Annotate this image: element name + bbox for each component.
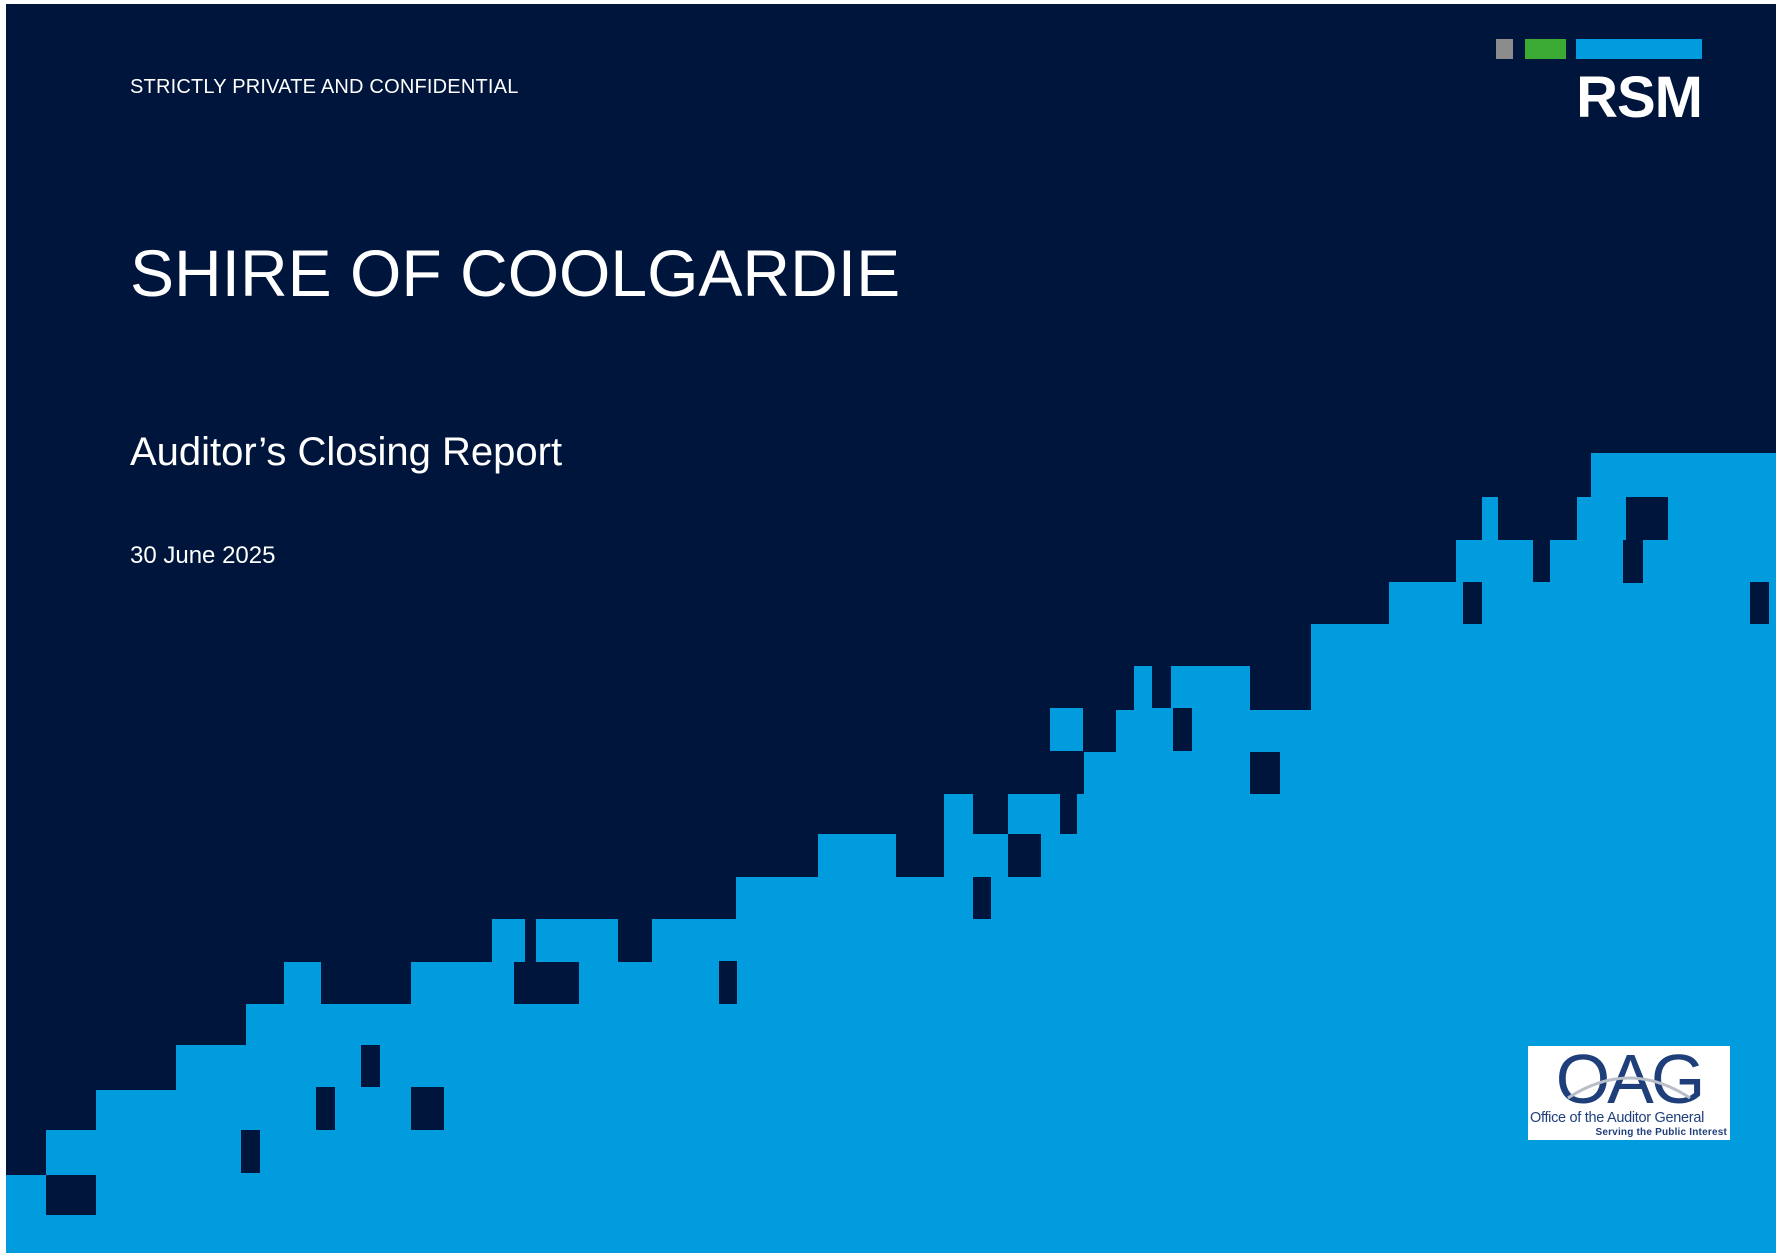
hole-square	[46, 1175, 96, 1215]
cover-page: STRICTLY PRIVATE AND CONFIDENTIAL SHIRE …	[6, 4, 1776, 1253]
report-subtitle: Auditor’s Closing Report	[130, 430, 563, 474]
stair-shape	[6, 453, 1776, 1253]
hole-square	[1173, 708, 1192, 751]
float-square	[536, 919, 618, 962]
pixel-staircase-graphic	[6, 453, 1776, 1253]
hole-square	[1750, 582, 1769, 624]
rsm-logo-blue-bar	[1576, 39, 1702, 59]
hole-square	[316, 1087, 335, 1130]
rsm-logo-text: RSM	[1576, 65, 1703, 130]
confidentiality-label: STRICTLY PRIVATE AND CONFIDENTIAL	[130, 76, 519, 98]
hole-square	[1250, 752, 1280, 794]
oag-logo-tagline: Serving the Public Interest	[1595, 1127, 1727, 1138]
report-title: SHIRE OF COOLGARDIE	[130, 236, 901, 310]
hole-square	[1463, 582, 1482, 624]
report-date: 30 June 2025	[130, 542, 276, 569]
hole-square	[241, 1130, 260, 1173]
oag-logo-name: Office of the Auditor General	[1530, 1110, 1705, 1126]
float-square	[46, 1130, 78, 1175]
hole-square	[361, 1045, 380, 1087]
hole-square	[1008, 834, 1041, 877]
hole-square	[1626, 497, 1668, 540]
hole-square	[618, 919, 634, 962]
oag-logo: OAG Office of the Auditor General Servin…	[1528, 1046, 1730, 1140]
float-square	[1050, 708, 1083, 751]
hole-square	[411, 1087, 444, 1130]
float-square	[492, 919, 525, 962]
hole-square	[1623, 540, 1643, 583]
rsm-logo-grey-bar	[1496, 39, 1513, 59]
rsm-logo-green-bar	[1525, 39, 1566, 59]
oag-logo-mark: OAG	[1556, 1046, 1706, 1110]
hole-square	[973, 877, 991, 919]
hole-square	[1060, 794, 1077, 834]
oag-logo-arc	[1567, 1076, 1691, 1100]
hole-square	[719, 961, 737, 1004]
rsm-logo: RSM	[1496, 39, 1703, 130]
